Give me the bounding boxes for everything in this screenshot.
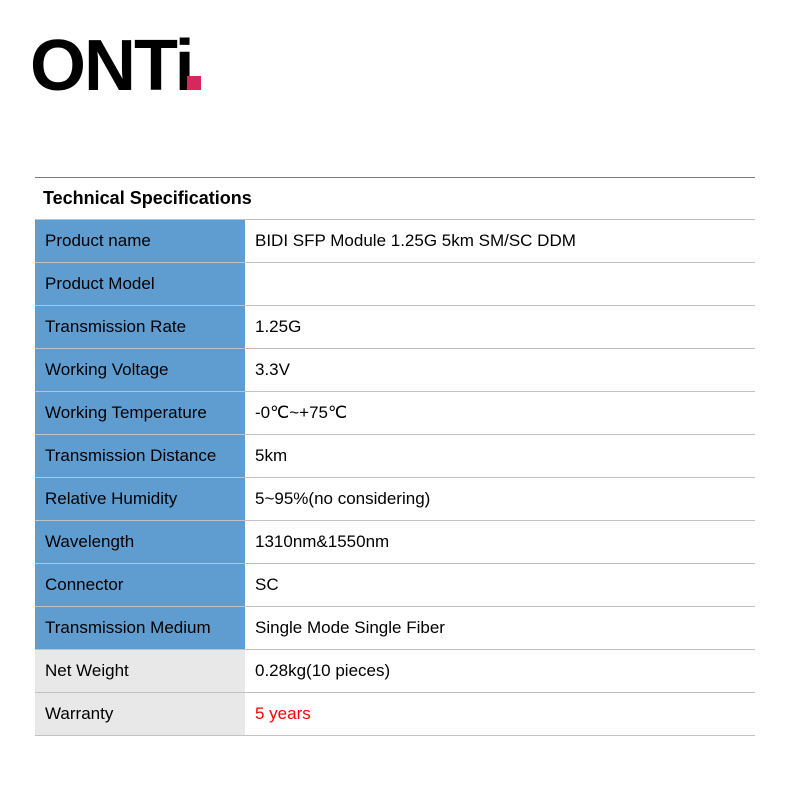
spec-label: Relative Humidity (35, 478, 245, 521)
spec-value: 1.25G (245, 306, 755, 349)
spec-label: Transmission Medium (35, 607, 245, 650)
logo-accent-dot (187, 76, 201, 90)
spec-value: 5km (245, 435, 755, 478)
spec-value: 5~95%(no considering) (245, 478, 755, 521)
specifications-table: Technical Specifications Product nameBID… (35, 177, 755, 736)
table-row: Wavelength1310nm&1550nm (35, 521, 755, 564)
spec-label: Working Temperature (35, 392, 245, 435)
spec-value: Single Mode Single Fiber (245, 607, 755, 650)
table-row: Product Model (35, 263, 755, 306)
logo-text: ONTi (30, 30, 193, 102)
brand-logo: ONTi (30, 30, 770, 142)
spec-label: Transmission Distance (35, 435, 245, 478)
spec-label: Transmission Rate (35, 306, 245, 349)
spec-value: -0℃~+75℃ (245, 392, 755, 435)
spec-value: 0.28kg(10 pieces) (245, 650, 755, 693)
spec-label: Wavelength (35, 521, 245, 564)
table-row: Warranty5 years (35, 693, 755, 736)
table-heading: Technical Specifications (35, 178, 755, 220)
spec-label: Working Voltage (35, 349, 245, 392)
table-row: Working Temperature-0℃~+75℃ (35, 392, 755, 435)
spec-label: Connector (35, 564, 245, 607)
spec-value: 5 years (245, 693, 755, 736)
table-row: Connector SC (35, 564, 755, 607)
table-row: Relative Humidity5~95%(no considering) (35, 478, 755, 521)
spec-label: Product name (35, 220, 245, 263)
spec-label: Warranty (35, 693, 245, 736)
table-row: Transmission Distance5km (35, 435, 755, 478)
spec-value (245, 263, 755, 306)
spec-value: 3.3V (245, 349, 755, 392)
table-row: Net Weight0.28kg(10 pieces) (35, 650, 755, 693)
table-row: Transmission Medium Single Mode Single F… (35, 607, 755, 650)
spec-value: BIDI SFP Module 1.25G 5km SM/SC DDM (245, 220, 755, 263)
spec-label: Net Weight (35, 650, 245, 693)
table-row: Working Voltage3.3V (35, 349, 755, 392)
spec-value: 1310nm&1550nm (245, 521, 755, 564)
table-row: Product nameBIDI SFP Module 1.25G 5km SM… (35, 220, 755, 263)
table-row: Transmission Rate1.25G (35, 306, 755, 349)
spec-label: Product Model (35, 263, 245, 306)
spec-value: SC (245, 564, 755, 607)
table-body: Product nameBIDI SFP Module 1.25G 5km SM… (35, 220, 755, 736)
